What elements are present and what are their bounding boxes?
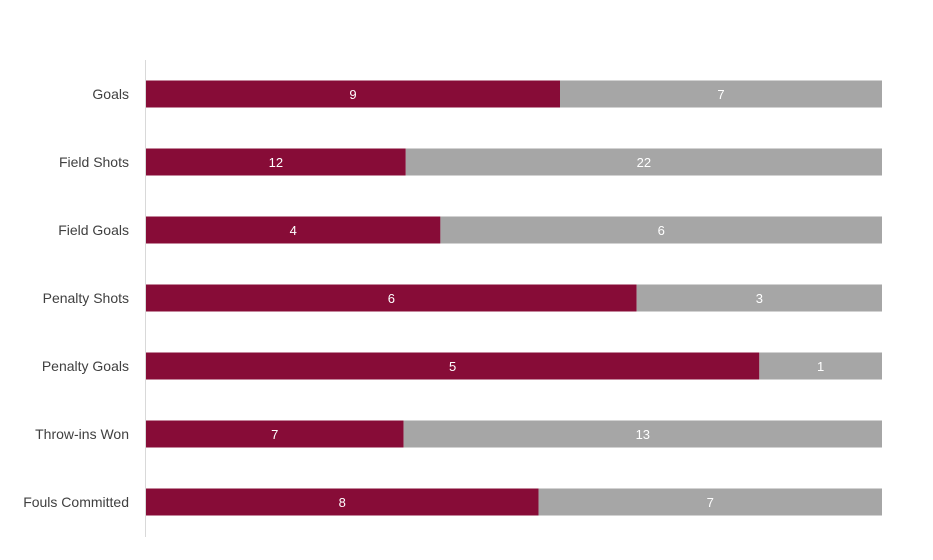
bar-segment-series-2-6 (538, 488, 882, 516)
bar-segment-series-1-4 (146, 352, 760, 380)
data-labels-group: 9 7 12 22 4 6 6 3 5 1 7 13 8 7 (269, 87, 825, 510)
data-label-series-2-3: 3 (756, 291, 763, 306)
data-label-series-2-5: 13 (636, 427, 650, 442)
category-label-5: Throw-ins Won (35, 426, 129, 442)
data-label-series-2-4: 1 (817, 359, 824, 374)
data-label-series-2-0: 7 (717, 87, 724, 102)
data-label-series-1-5: 7 (271, 427, 278, 442)
bar-segment-series-2-0 (560, 80, 882, 108)
category-label-3: Penalty Shots (43, 290, 129, 306)
data-label-series-1-0: 9 (349, 87, 356, 102)
data-label-series-2-2: 6 (658, 223, 665, 238)
bar-segment-series-1-5 (146, 420, 404, 448)
category-label-6: Fouls Committed (23, 494, 129, 510)
data-label-series-1-4: 5 (449, 359, 456, 374)
bar-segment-series-2-4 (759, 352, 882, 380)
bar-segment-series-2-1 (405, 148, 882, 176)
bar-segment-series-2-3 (636, 284, 882, 312)
category-label-2: Field Goals (58, 222, 129, 238)
data-label-series-1-6: 8 (339, 495, 346, 510)
bar-segment-series-1-1 (146, 148, 406, 176)
data-label-series-1-1: 12 (269, 155, 283, 170)
category-label-1: Field Shots (59, 154, 129, 170)
category-label-0: Goals (92, 86, 129, 102)
bar-segment-series-2-2 (440, 216, 882, 244)
bar-segment-series-1-3 (146, 284, 637, 312)
data-label-series-2-1: 22 (637, 155, 651, 170)
category-label-4: Penalty Goals (42, 358, 129, 374)
bar-segment-series-1-0 (146, 80, 560, 108)
data-label-series-2-6: 7 (707, 495, 714, 510)
bar-segment-series-1-6 (146, 488, 539, 516)
bars-group (146, 80, 882, 516)
bar-segment-series-1-2 (146, 216, 441, 244)
data-label-series-1-3: 6 (388, 291, 395, 306)
data-label-series-1-2: 4 (290, 223, 297, 238)
bar-segment-series-2-5 (403, 420, 882, 448)
category-labels-group: Goals Field Shots Field Goals Penalty Shots… (23, 86, 129, 510)
